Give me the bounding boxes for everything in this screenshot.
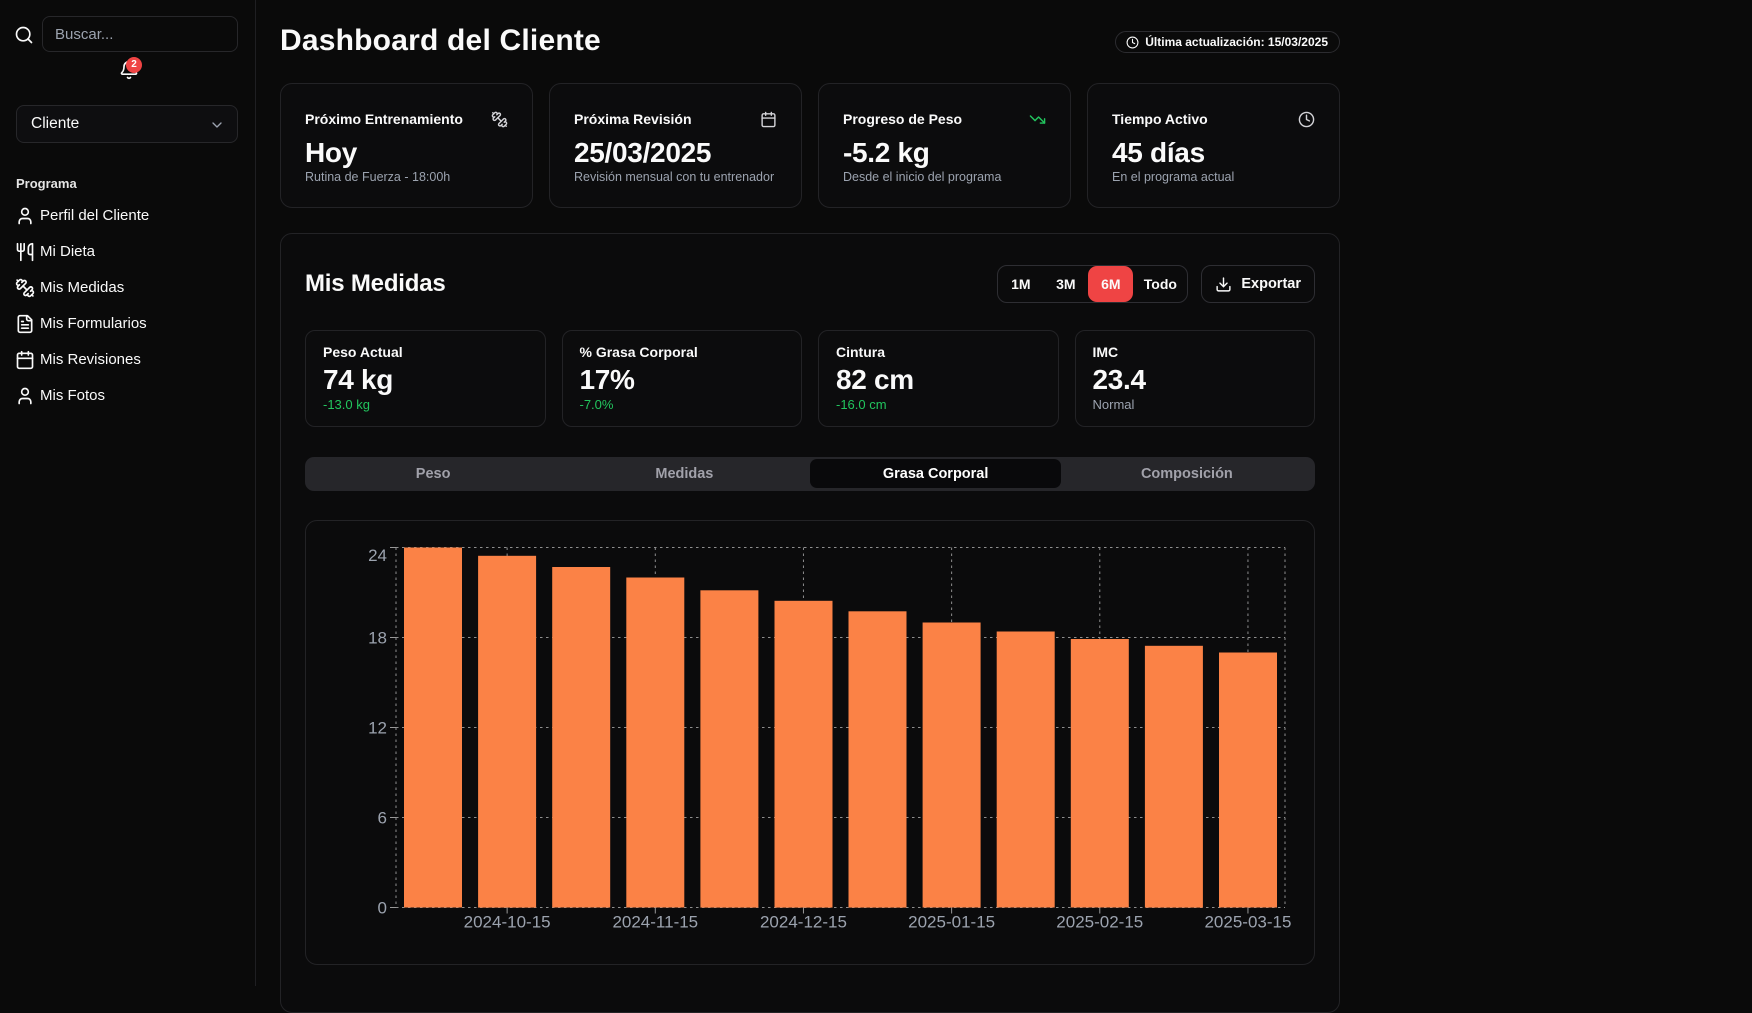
svg-text:2024-11-15: 2024-11-15: [612, 912, 698, 931]
svg-text:24: 24: [368, 546, 387, 565]
svg-text:12: 12: [368, 718, 387, 737]
svg-text:0: 0: [378, 898, 387, 917]
svg-text:2024-10-15: 2024-10-15: [464, 912, 551, 931]
svg-text:2025-03-15: 2025-03-15: [1204, 912, 1291, 931]
svg-text:2025-02-15: 2025-02-15: [1056, 912, 1143, 931]
svg-text:18: 18: [368, 628, 387, 647]
svg-text:2025-01-15: 2025-01-15: [908, 912, 995, 931]
svg-text:6: 6: [378, 808, 387, 827]
svg-text:2024-12-15: 2024-12-15: [760, 912, 847, 931]
